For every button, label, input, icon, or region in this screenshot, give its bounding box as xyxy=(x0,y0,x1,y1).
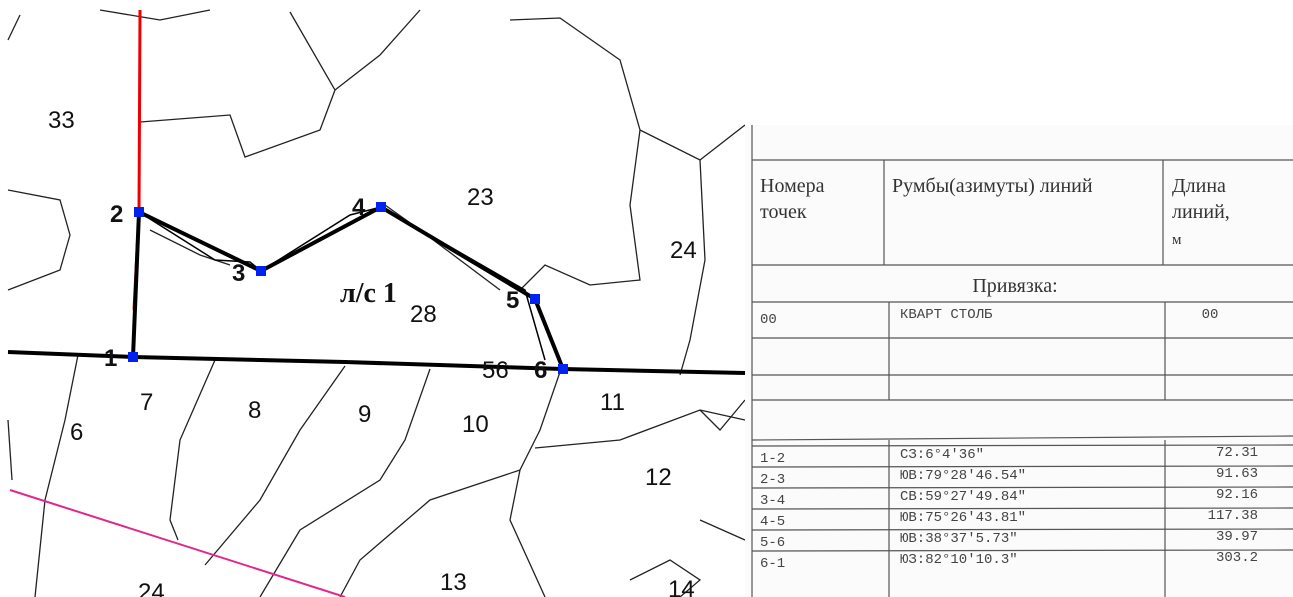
point-label: 2 xyxy=(110,201,123,228)
parcel-label: 23 xyxy=(467,184,494,211)
table-background xyxy=(745,125,1293,597)
boundary xyxy=(34,354,79,597)
cell: СЗ:6°4'36" xyxy=(900,447,984,463)
boundary xyxy=(7,189,71,291)
header-cell: Длина линий, м xyxy=(1172,175,1230,248)
parcel-label: 24 xyxy=(670,237,697,264)
header-line: линий, xyxy=(1172,201,1230,223)
cell: ЮВ:79°28'46.54" xyxy=(900,468,1026,484)
row-rule xyxy=(751,507,1293,510)
plot-label: л/с 1 xyxy=(340,278,397,309)
table-rule xyxy=(751,435,1293,441)
boundary xyxy=(204,365,346,566)
cell: 1-2 xyxy=(760,451,785,467)
vertex xyxy=(530,294,540,304)
header-line: точек xyxy=(760,201,807,223)
section-title: Привязка: xyxy=(972,275,1057,297)
cell: 91.63 xyxy=(1216,466,1258,482)
point-label: 6 xyxy=(534,357,547,384)
parcel-label: 6 xyxy=(70,419,83,446)
parcel-label: 24 xyxy=(138,579,165,597)
row-rule xyxy=(751,549,1293,552)
boundary xyxy=(509,371,561,597)
boundary xyxy=(509,17,641,291)
parcel-label: 33 xyxy=(48,107,75,134)
cell: 92.16 xyxy=(1216,487,1258,503)
boundary xyxy=(639,124,746,161)
point-label: 5 xyxy=(506,287,519,314)
header-cell: Номера точек xyxy=(760,175,825,223)
road xyxy=(7,350,746,375)
parcel-label: 12 xyxy=(645,464,672,491)
parcel-label: 13 xyxy=(440,569,467,596)
cell: 303.2 xyxy=(1216,550,1258,566)
boundary xyxy=(149,229,231,266)
point-label: 4 xyxy=(352,194,366,221)
boundary xyxy=(7,14,21,41)
row-rule xyxy=(751,465,1293,468)
plot-boundary-inner xyxy=(138,206,546,361)
row-rule xyxy=(751,444,1293,447)
cell: ЮВ:75°26'43.81" xyxy=(900,510,1026,526)
boundary xyxy=(699,399,746,431)
cell: 4-5 xyxy=(760,514,785,530)
plot-boundary xyxy=(131,204,565,370)
point-label: 1 xyxy=(104,345,117,372)
parcel-label: 28 xyxy=(410,301,437,328)
parcel-label: 8 xyxy=(248,397,261,424)
boundary xyxy=(699,519,746,541)
parcel-label: 56 xyxy=(482,357,509,384)
cell: ЮЗ:82°10'10.3" xyxy=(900,552,1018,568)
boundary xyxy=(629,559,702,597)
vertex xyxy=(256,266,266,276)
cell: 00 xyxy=(1202,307,1219,323)
cell: СВ:59°27'49.84" xyxy=(900,489,1026,505)
parcel-label: 14 xyxy=(668,576,695,597)
vertices xyxy=(128,202,568,374)
vertex xyxy=(376,202,386,212)
row-rule xyxy=(751,486,1293,489)
cell: КВАРТ СТОЛБ xyxy=(900,307,993,323)
boundary xyxy=(339,469,521,597)
table: Номера точек Румбы(азимуты) линий Длина лини… xyxy=(745,125,1293,597)
cell: 72.31 xyxy=(1216,445,1258,461)
parcel-label: 9 xyxy=(358,401,371,428)
pink-line xyxy=(9,489,346,597)
boundary xyxy=(334,9,421,91)
cell: 5-6 xyxy=(760,535,785,551)
vertex xyxy=(134,207,144,217)
vertex xyxy=(558,364,568,374)
cell: 117.38 xyxy=(1208,508,1258,524)
boundary xyxy=(679,159,706,376)
header-cell: Румбы(азимуты) линий xyxy=(892,175,1093,197)
header-line: м xyxy=(1172,232,1182,248)
boundary xyxy=(169,359,216,541)
parcel-label: 10 xyxy=(462,411,489,438)
header-line: Длина xyxy=(1172,175,1226,197)
table-cells: Номера точек Румбы(азимуты) линий Длина лини… xyxy=(751,175,1293,572)
cell: 3-4 xyxy=(760,493,785,509)
boundary xyxy=(7,419,13,481)
point-label: 3 xyxy=(232,260,245,287)
parcel-label: 7 xyxy=(140,389,153,416)
cell: 6-1 xyxy=(760,556,785,572)
header-line: Румбы(азимуты) линий xyxy=(892,175,1093,197)
cell: 2-3 xyxy=(760,472,785,488)
cell: ЮВ:38°37'5.73" xyxy=(900,531,1018,547)
boundary xyxy=(259,368,431,597)
cell: 00 xyxy=(760,312,777,328)
boundary xyxy=(99,9,211,21)
cell: 39.97 xyxy=(1216,529,1258,545)
vertex xyxy=(128,352,138,362)
map: 33 23 24 28 7 8 9 10 11 12 6 13 14 24 56… xyxy=(7,9,746,597)
parcel-label: 11 xyxy=(600,389,625,416)
boundary xyxy=(534,409,746,449)
boundary xyxy=(139,11,336,158)
header-line: Номера xyxy=(760,175,825,197)
row-rule xyxy=(751,528,1293,531)
